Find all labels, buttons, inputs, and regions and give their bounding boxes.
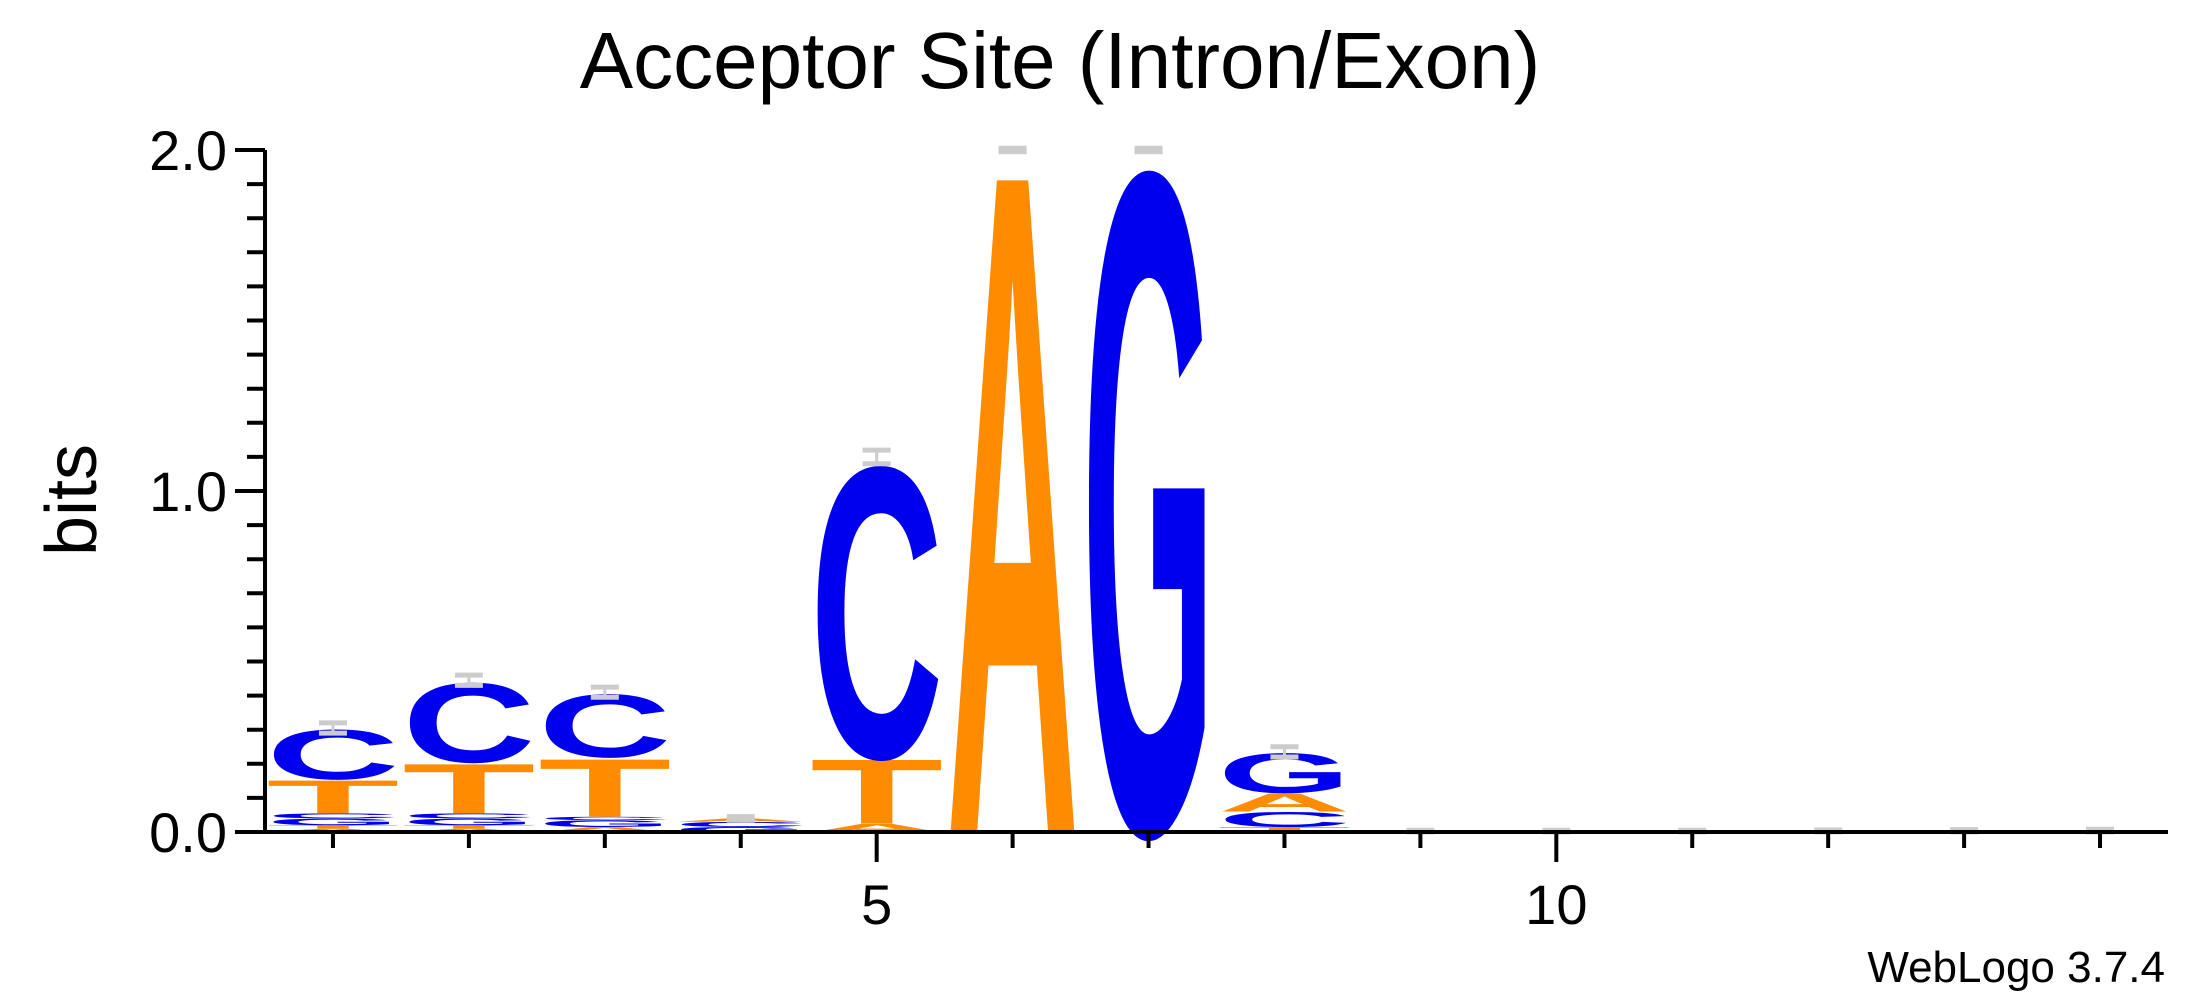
logo-letter-a-pos-6: A bbox=[946, 0, 1079, 992]
chart-title: Acceptor Site (Intron/Exon) bbox=[580, 16, 1540, 105]
logo-letter-c-pos-1: C bbox=[266, 812, 399, 820]
logo-letter-g-pos-2: G bbox=[402, 817, 535, 828]
x-tick-label: 5 bbox=[861, 873, 892, 936]
logo-letter-t-pos-3: T bbox=[538, 742, 671, 834]
y-axis-label: bits bbox=[32, 444, 112, 556]
axes: 0.0 1.0 2.0 5 10 bbox=[149, 119, 2168, 936]
logo-letter-c-pos-8: C bbox=[1218, 808, 1351, 832]
weblogo-version-label: WebLogo 3.7.4 bbox=[1867, 943, 2165, 992]
logo-letter-c-pos-3: C bbox=[538, 816, 671, 821]
logo-letter-t-pos-2: T bbox=[402, 824, 535, 829]
logo-letter-c-pos-4: C bbox=[674, 820, 807, 828]
logo-letter-a-pos-3: A bbox=[538, 826, 671, 834]
logo-letter-g-pos-3: G bbox=[538, 818, 671, 829]
logo-letter-t-pos-8: T bbox=[1218, 826, 1351, 834]
logo-letter-t-pos-5: T bbox=[810, 740, 943, 843]
y-tick-label: 2.0 bbox=[149, 119, 227, 182]
logo-letter-a-pos-8: A bbox=[1218, 788, 1351, 817]
logo-letter-g-pos-7: G bbox=[1082, 0, 1215, 992]
logo-letter-t-pos-1: T bbox=[266, 824, 399, 829]
y-tick-label: 0.0 bbox=[149, 801, 227, 864]
logo-letter-g-pos-4: G bbox=[674, 826, 807, 834]
logo-letter-t-pos-1: T bbox=[266, 771, 399, 824]
x-tick-label: 10 bbox=[1525, 873, 1587, 936]
letter-stacks: ATGCTCATGCTCAGCTCGCAATCAGTCAG bbox=[266, 0, 1351, 992]
y-tick-label: 1.0 bbox=[149, 460, 227, 523]
logo-letter-g-pos-1: G bbox=[266, 817, 399, 828]
logo-letter-c-pos-2: C bbox=[402, 812, 535, 820]
logo-letter-t-pos-2: T bbox=[402, 749, 535, 828]
